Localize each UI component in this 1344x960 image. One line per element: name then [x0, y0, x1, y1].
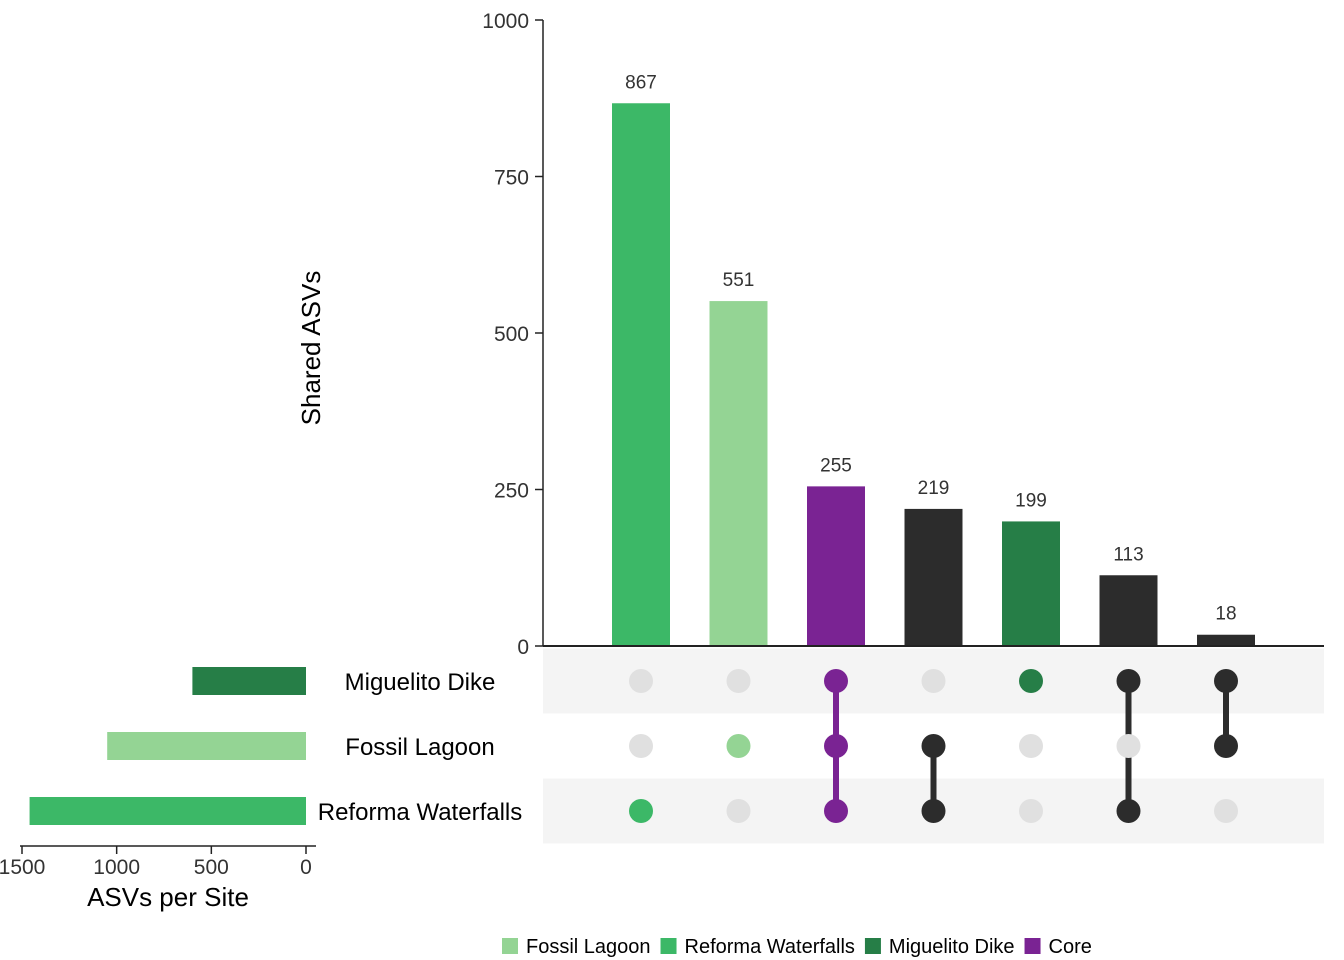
intersection-y-axis: 0 250 500 750 1000 [482, 10, 1324, 659]
legend-label: Core [1049, 936, 1092, 958]
matrix-dot-active [824, 734, 848, 758]
bar-value-label: 18 [1215, 604, 1236, 625]
legend-swatch [502, 938, 518, 954]
set-name-label: Fossil Lagoon [345, 734, 494, 761]
matrix-dot-active [921, 799, 946, 823]
set-size-bar [192, 667, 306, 695]
set-tick-label: 1500 [0, 856, 45, 879]
intersection-bar [709, 301, 768, 646]
membership-matrix [629, 669, 1238, 823]
matrix-dot-active [824, 669, 848, 693]
set-size-bar [29, 797, 306, 825]
matrix-dot-active [1214, 734, 1238, 758]
matrix-dot-active [1019, 669, 1043, 693]
y-tick-label: 500 [494, 323, 529, 346]
set-axis-title: ASVs per Site [87, 882, 249, 912]
set-size-bars [29, 667, 306, 825]
bar-value-label: 867 [625, 72, 657, 93]
matrix-dot-inactive [1019, 734, 1043, 758]
bar-value-label: 113 [1113, 544, 1143, 565]
matrix-dot-inactive [726, 669, 751, 693]
intersection-bar [612, 103, 670, 647]
bar-value-label: 219 [918, 478, 950, 499]
legend-swatch [660, 938, 677, 954]
intersection-bar-labels: 867 551 255 219 199 113 18 [625, 72, 1236, 624]
matrix-dot-inactive [1116, 734, 1141, 758]
set-size-axis: 1500 1000 500 0 [0, 845, 316, 879]
intersection-bar [1002, 521, 1060, 646]
legend-label: Reforma Waterfalls [685, 936, 855, 958]
intersection-bar [1099, 575, 1158, 646]
matrix-dot-active [1214, 669, 1238, 693]
intersection-bar [1197, 634, 1255, 646]
intersection-bar [807, 486, 865, 646]
bar-value-label: 255 [820, 455, 852, 476]
legend: Fossil Lagoon Reforma Waterfalls Miguelito… [502, 936, 1092, 958]
bar-value-label: 551 [723, 270, 755, 291]
matrix-dot-inactive [629, 734, 653, 758]
legend-swatch [864, 938, 881, 954]
y-axis-title: Shared ASVs [296, 271, 326, 426]
matrix-dot-inactive [629, 669, 653, 693]
set-name-labels: Miguelito Dike Fossil Lagoon Reforma Water… [318, 669, 523, 826]
matrix-dot-inactive [1214, 799, 1238, 823]
y-tick-label: 1000 [482, 10, 529, 33]
legend-label: Miguelito Dike [889, 936, 1015, 958]
matrix-dot-inactive [921, 669, 946, 693]
bar-value-label: 199 [1015, 490, 1047, 511]
legend-swatch [1024, 938, 1041, 954]
set-tick-label: 1000 [93, 856, 140, 879]
matrix-dot-active [824, 799, 848, 823]
matrix-dot-active [629, 799, 653, 823]
matrix-dot-active [921, 734, 946, 758]
set-size-bar [107, 732, 306, 760]
y-tick-label: 0 [517, 636, 529, 659]
intersection-bars [612, 103, 1255, 647]
intersection-bar [904, 508, 963, 646]
set-name-label: Miguelito Dike [345, 669, 496, 696]
set-tick-label: 0 [300, 856, 312, 879]
set-tick-label: 500 [194, 856, 229, 879]
matrix-dot-active [1116, 669, 1141, 693]
set-name-label: Reforma Waterfalls [318, 799, 523, 826]
y-tick-label: 750 [494, 167, 529, 190]
matrix-dot-inactive [726, 799, 751, 823]
y-tick-label: 250 [494, 480, 529, 503]
matrix-dot-active [726, 734, 751, 758]
matrix-dot-inactive [1019, 799, 1043, 823]
matrix-dot-active [1116, 799, 1141, 823]
legend-label: Fossil Lagoon [526, 936, 651, 958]
